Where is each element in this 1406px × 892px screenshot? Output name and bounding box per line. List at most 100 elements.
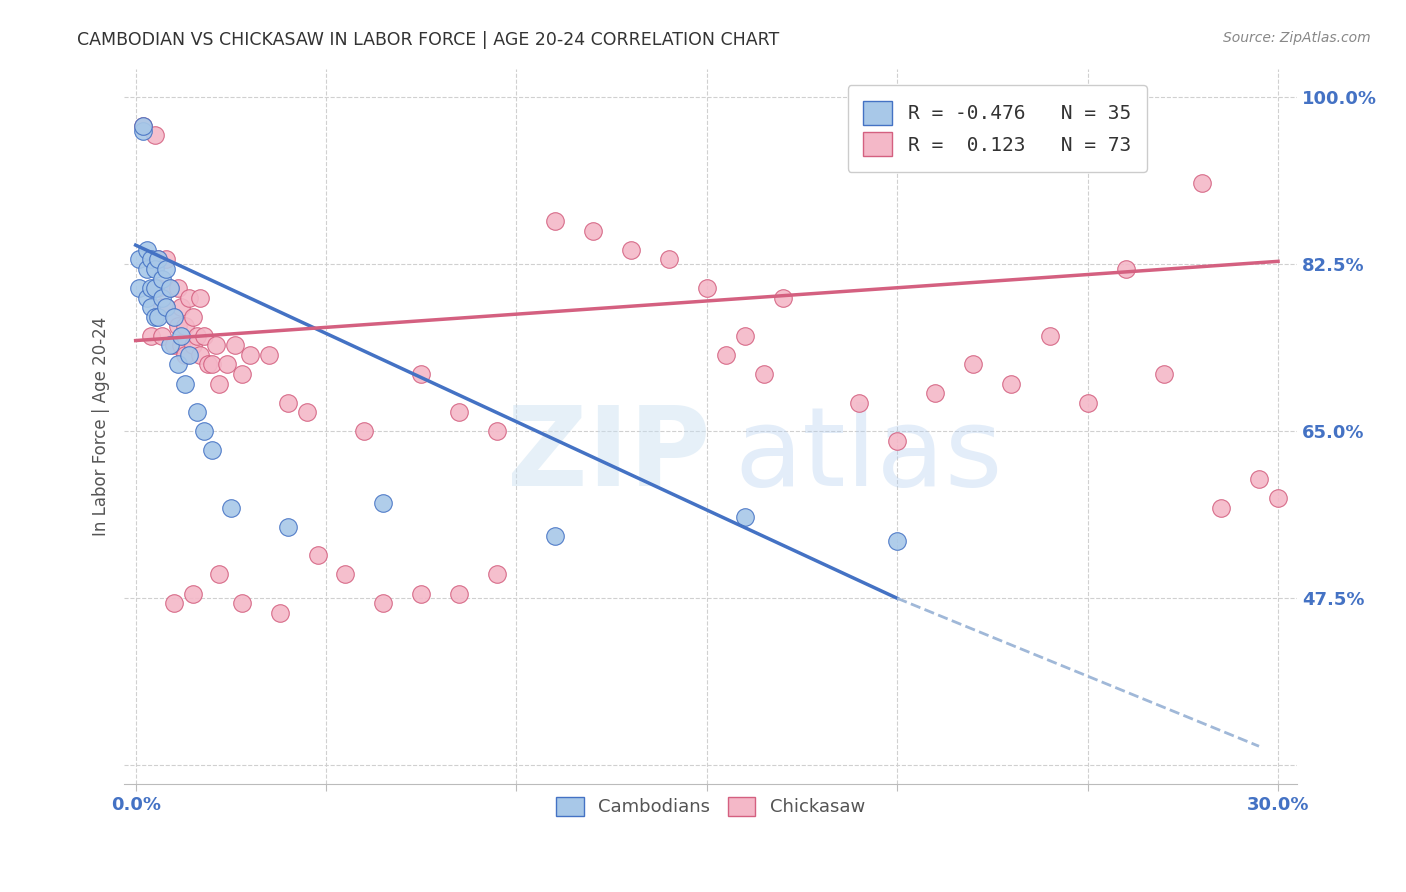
Point [295,405,318,419]
Point [1267,491,1289,505]
Point [734,328,756,343]
Point [143,310,166,324]
Point [193,424,215,438]
Point [139,252,162,267]
Point [197,358,219,372]
Point [163,338,186,352]
Point [143,128,166,143]
Point [136,262,159,277]
Point [772,291,794,305]
Point [150,271,173,285]
Point [181,310,204,324]
Point [924,386,946,401]
Point [128,252,150,267]
Point [170,328,193,343]
Point [886,534,908,549]
Point [257,348,280,362]
Point [449,405,471,419]
Point [150,300,173,314]
Point [193,328,215,343]
Point [132,119,155,133]
Point [1247,472,1270,486]
Point [132,119,155,133]
Point [136,291,159,305]
Point [143,262,166,277]
Point [1077,395,1099,409]
Point [150,328,173,343]
Point [177,348,200,362]
Point [543,214,565,228]
Text: CAMBODIAN VS CHICKASAW IN LABOR FORCE | AGE 20-24 CORRELATION CHART: CAMBODIAN VS CHICKASAW IN LABOR FORCE | … [77,31,779,49]
Text: ZIP: ZIP [508,401,710,508]
Point [143,281,166,295]
Point [163,310,186,324]
Point [714,348,737,362]
Point [848,395,870,409]
Point [166,358,188,372]
Point [190,291,212,305]
Point [201,443,224,458]
Point [658,252,681,267]
Point [373,496,395,510]
Point [148,252,170,267]
Point [486,424,509,438]
Point [132,123,155,137]
Point [181,586,204,600]
Point [269,606,291,620]
Point [148,281,170,295]
Point [155,300,177,314]
Point [174,376,197,391]
Point [373,596,395,610]
Point [136,243,159,257]
Point [1153,367,1175,381]
Point [353,424,375,438]
Point [155,300,177,314]
Point [159,281,181,295]
Point [224,338,246,352]
Point [170,300,193,314]
Point [190,348,212,362]
Point [150,291,173,305]
Point [277,519,299,533]
Point [177,291,200,305]
Text: Source: ZipAtlas.com: Source: ZipAtlas.com [1223,31,1371,45]
Point [752,367,775,381]
Point [620,243,643,257]
Point [696,281,718,295]
Point [1115,262,1137,277]
Y-axis label: In Labor Force | Age 20-24: In Labor Force | Age 20-24 [93,317,110,536]
Point [734,510,756,524]
Point [166,281,188,295]
Point [411,367,433,381]
Point [148,252,170,267]
Point [139,281,162,295]
Point [307,549,329,563]
Point [411,586,433,600]
Point [174,319,197,334]
Text: atlas: atlas [734,401,1002,508]
Point [1038,328,1060,343]
Point [170,338,193,352]
Point [231,367,253,381]
Point [239,348,262,362]
Point [186,405,208,419]
Point [181,338,204,352]
Point [208,376,231,391]
Point [219,500,242,515]
Point [1000,376,1022,391]
Point [208,567,231,582]
Point [231,596,253,610]
Point [201,358,224,372]
Point [174,348,197,362]
Legend: Cambodians, Chickasaw: Cambodians, Chickasaw [547,788,875,825]
Point [449,586,471,600]
Point [1209,500,1232,515]
Point [215,358,238,372]
Point [155,252,177,267]
Point [581,224,603,238]
Point [163,596,186,610]
Point [139,328,162,343]
Point [186,328,208,343]
Point [159,338,181,352]
Point [204,338,226,352]
